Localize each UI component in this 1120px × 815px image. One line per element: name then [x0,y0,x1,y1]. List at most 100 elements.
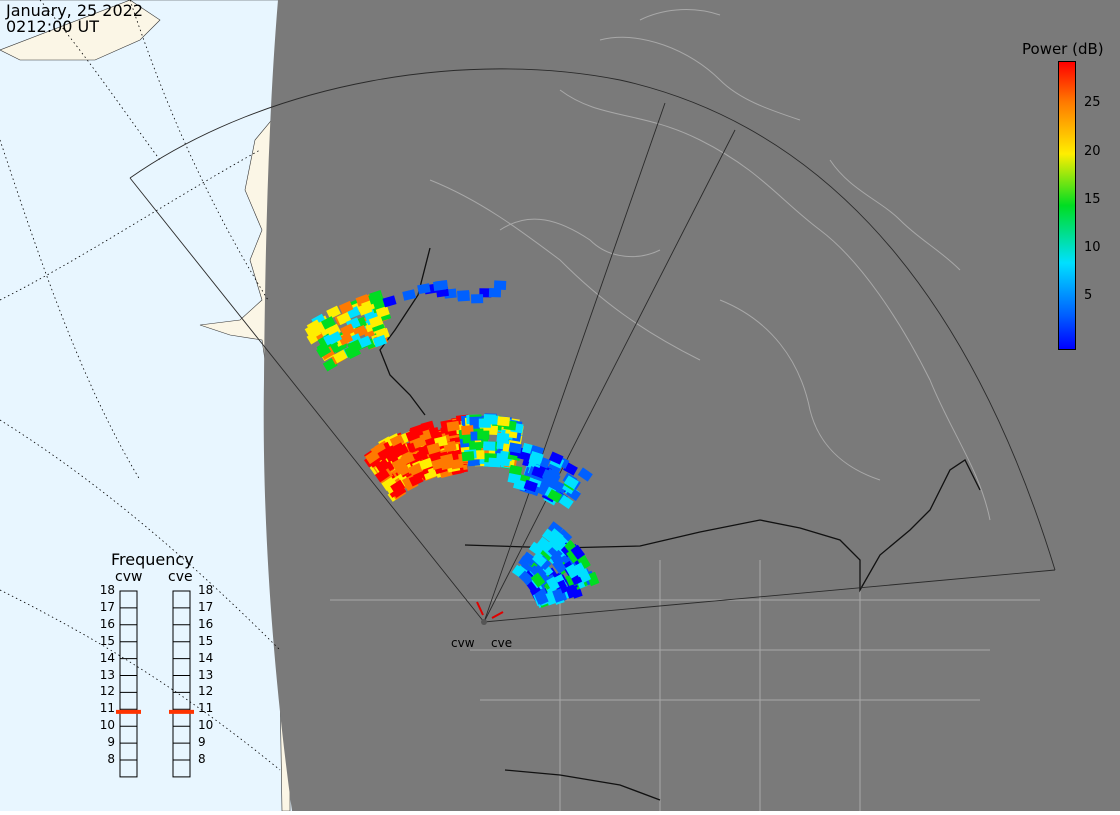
backscatter-cell [483,441,496,451]
frequency-box [172,590,191,778]
radar-site-markers [476,601,504,625]
backscatter-cell [446,420,460,432]
frequency-box [119,590,138,778]
frequency-scale-label: 13 [99,667,115,682]
backscatter-cell [547,489,563,503]
radar-site-label: cvw [451,636,475,650]
time-label: 0212:00 UT [6,17,100,36]
backscatter-cell [521,551,537,566]
backscatter-cell [493,280,507,290]
frequency-radar-label: cve [168,569,193,585]
frequency-scale-label: 9 [198,735,206,750]
backscatter-cell [405,429,420,442]
colorbar-title: Power (dB) [1022,40,1104,58]
backscatter-cell [332,349,348,364]
radar-site-dot [481,619,487,625]
frequency-scale-label: 9 [107,735,115,750]
backscatter-cell [565,584,578,599]
backscatter-cell [546,576,560,592]
backscatter-cell [389,434,405,448]
frequency-title: Frequency [111,550,194,569]
backscatter-cell [471,294,484,304]
frequency-scale-label: 10 [99,718,115,733]
radar-site-label: cve [491,636,513,650]
backscatter-cell [546,462,562,476]
colorbar-tick: 20 [1084,144,1101,159]
backscatter-cell [518,570,534,586]
backscatter-cell [469,416,482,427]
frequency-scale-label: 14 [198,650,214,665]
backscatter-cell [375,305,390,318]
frequency-scale-label: 13 [198,667,214,682]
backscatter-cell [340,323,355,337]
colorbar-tick: 15 [1084,192,1101,207]
backscatter-cell [393,443,409,457]
backscatter-cell [531,466,546,479]
backscatter-cell [326,305,341,319]
backscatter-cell [461,451,475,462]
frequency-scale-label: 18 [198,583,214,597]
backscatter-cell [507,472,522,485]
frequency-scale-label: 17 [198,599,214,614]
backscatter-cell [497,416,510,427]
backscatter-cell [565,563,580,579]
fov-outlines [129,68,1056,623]
backscatter-cell [440,458,454,471]
date-label: January, 25 2022 [6,1,143,20]
colorbar-tick: 5 [1084,288,1093,303]
backscatter-cell [344,344,359,358]
backscatter-cell [338,332,354,346]
backscatter-cell [488,457,501,468]
frequency-scale-label: 16 [99,616,115,631]
backscatter-cell [531,552,547,568]
backscatter-cell [418,457,434,471]
backscatter-cell [338,300,354,314]
frequency-scale-label: 8 [107,752,115,766]
backscatter-cell [557,528,573,544]
backscatter-cell [374,468,390,483]
colorbar-gradient [1058,61,1076,350]
frequency-scale-label: 8 [198,752,206,766]
coastlines [330,9,1040,811]
backscatter-cell [382,295,397,308]
backscatter-cell [320,316,336,330]
backscatter-cell [549,478,565,493]
backscatter-cell [541,469,557,483]
backscatter-cell [547,521,563,536]
backscatter-cell [304,323,320,337]
backscatter-cell [408,462,424,476]
backscatter-cell [563,475,579,490]
backscatter-cell [478,418,491,428]
frequency-scale-label: 17 [99,599,115,614]
frequency-scale-label: 12 [99,684,115,699]
backscatter-cell [477,430,490,440]
borders [379,247,981,801]
backscatter-cell [570,544,585,560]
backscatter-cell [523,479,538,493]
frequency-scale-label: 15 [99,633,115,648]
backscatter-cell [327,331,343,345]
backscatter-cell [548,536,564,552]
backscatter-cell [408,473,424,487]
backscatter-cell [533,590,547,605]
backscatter-cell [528,541,544,556]
backscatter-cell [558,494,574,510]
backscatter-cell [433,280,447,291]
frequency-scale-label: 12 [198,684,214,699]
frequency-scale-label: 11 [198,701,214,716]
backscatter-cell [577,467,593,482]
backscatter-cell [364,449,380,465]
night-region [263,0,1120,811]
colorbar-tick: 10 [1084,240,1101,255]
colorbar-tick: 25 [1084,95,1101,110]
backscatter-cell [426,442,441,455]
frequency-scale-label: 15 [198,633,214,648]
backscatter-cell [395,463,411,478]
backscatter-cell [400,451,416,466]
frequency-scale-label: 18 [99,583,115,597]
backscatter-cell [548,451,564,465]
backscatter-cell [530,572,546,588]
graticule [0,0,281,771]
